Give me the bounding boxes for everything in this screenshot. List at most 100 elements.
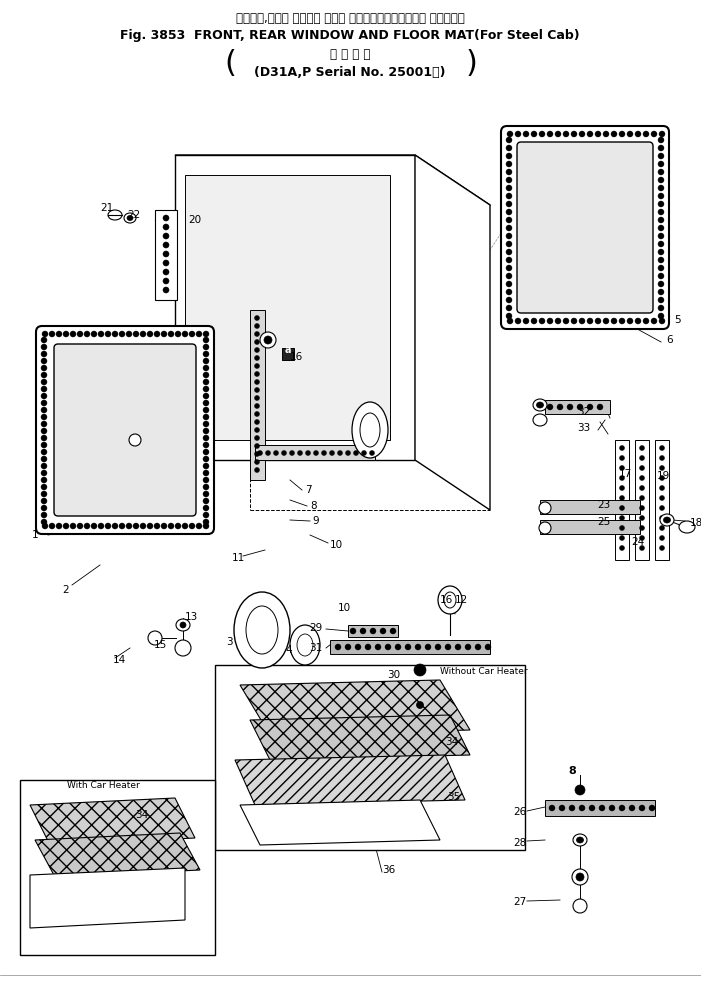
Ellipse shape bbox=[651, 318, 657, 324]
Ellipse shape bbox=[254, 396, 259, 400]
Polygon shape bbox=[415, 155, 490, 510]
Ellipse shape bbox=[635, 318, 641, 324]
Text: 7: 7 bbox=[305, 485, 312, 495]
Bar bbox=[20, 780, 215, 955]
Ellipse shape bbox=[180, 622, 186, 628]
Text: Without Car Heater: Without Car Heater bbox=[440, 667, 528, 677]
Text: (D31A,P Serial No. 25001～): (D31A,P Serial No. 25001～) bbox=[254, 66, 446, 79]
Ellipse shape bbox=[523, 131, 529, 137]
Ellipse shape bbox=[506, 153, 512, 159]
Polygon shape bbox=[30, 868, 185, 928]
Polygon shape bbox=[30, 798, 195, 845]
Ellipse shape bbox=[572, 869, 588, 885]
Ellipse shape bbox=[649, 805, 655, 811]
Ellipse shape bbox=[163, 260, 169, 266]
Bar bbox=[635, 440, 649, 560]
Ellipse shape bbox=[658, 153, 664, 159]
Ellipse shape bbox=[660, 525, 665, 530]
Ellipse shape bbox=[254, 411, 259, 416]
Ellipse shape bbox=[126, 331, 132, 337]
Ellipse shape bbox=[571, 131, 577, 137]
Ellipse shape bbox=[506, 265, 512, 271]
Ellipse shape bbox=[506, 185, 512, 191]
Ellipse shape bbox=[254, 427, 259, 433]
Ellipse shape bbox=[70, 523, 76, 529]
Text: (: ( bbox=[224, 48, 236, 78]
Ellipse shape bbox=[567, 404, 573, 410]
Ellipse shape bbox=[353, 451, 358, 456]
Ellipse shape bbox=[352, 402, 388, 458]
Ellipse shape bbox=[254, 388, 259, 393]
Ellipse shape bbox=[234, 592, 290, 668]
Ellipse shape bbox=[465, 644, 471, 650]
Ellipse shape bbox=[203, 491, 209, 497]
Ellipse shape bbox=[579, 131, 585, 137]
Ellipse shape bbox=[203, 470, 209, 476]
Ellipse shape bbox=[370, 628, 376, 634]
Text: 33: 33 bbox=[577, 423, 590, 433]
Ellipse shape bbox=[140, 523, 146, 529]
Ellipse shape bbox=[203, 372, 209, 378]
Ellipse shape bbox=[506, 161, 512, 167]
Ellipse shape bbox=[84, 331, 90, 337]
Text: 16: 16 bbox=[290, 352, 304, 362]
Ellipse shape bbox=[163, 287, 169, 293]
Ellipse shape bbox=[119, 523, 125, 529]
Text: 27: 27 bbox=[514, 897, 527, 907]
Ellipse shape bbox=[335, 644, 341, 650]
Ellipse shape bbox=[579, 318, 585, 324]
Ellipse shape bbox=[290, 625, 320, 665]
Ellipse shape bbox=[369, 451, 374, 456]
Ellipse shape bbox=[254, 436, 259, 441]
Ellipse shape bbox=[603, 131, 609, 137]
Ellipse shape bbox=[660, 496, 665, 501]
Ellipse shape bbox=[475, 644, 481, 650]
Ellipse shape bbox=[41, 477, 47, 483]
Ellipse shape bbox=[98, 331, 104, 337]
Polygon shape bbox=[235, 755, 465, 805]
Ellipse shape bbox=[154, 523, 160, 529]
Ellipse shape bbox=[41, 386, 47, 392]
Ellipse shape bbox=[660, 514, 674, 526]
Ellipse shape bbox=[599, 805, 605, 811]
Ellipse shape bbox=[658, 305, 664, 311]
Ellipse shape bbox=[506, 193, 512, 199]
Ellipse shape bbox=[203, 365, 209, 371]
Bar bbox=[250, 310, 265, 480]
Ellipse shape bbox=[627, 318, 633, 324]
Ellipse shape bbox=[539, 502, 551, 514]
Ellipse shape bbox=[587, 318, 593, 324]
Ellipse shape bbox=[91, 331, 97, 337]
Ellipse shape bbox=[127, 215, 133, 220]
Ellipse shape bbox=[506, 145, 512, 151]
Ellipse shape bbox=[203, 523, 209, 529]
Ellipse shape bbox=[515, 318, 521, 324]
Ellipse shape bbox=[254, 372, 259, 377]
Ellipse shape bbox=[41, 358, 47, 364]
Ellipse shape bbox=[395, 644, 401, 650]
Ellipse shape bbox=[445, 644, 451, 650]
Ellipse shape bbox=[41, 351, 47, 357]
Ellipse shape bbox=[375, 644, 381, 650]
Ellipse shape bbox=[203, 421, 209, 427]
Ellipse shape bbox=[254, 419, 259, 424]
Ellipse shape bbox=[658, 313, 664, 319]
Ellipse shape bbox=[639, 506, 644, 511]
Ellipse shape bbox=[416, 702, 423, 708]
Ellipse shape bbox=[611, 318, 617, 324]
Text: 26: 26 bbox=[514, 807, 527, 817]
Ellipse shape bbox=[660, 465, 665, 470]
Text: 1: 1 bbox=[32, 530, 39, 540]
Text: フロント,リヤー ウインド および フロアマット（スチール キャブ用）: フロント,リヤー ウインド および フロアマット（スチール キャブ用） bbox=[236, 12, 464, 25]
Text: 16: 16 bbox=[440, 595, 454, 605]
Ellipse shape bbox=[507, 318, 513, 324]
Ellipse shape bbox=[559, 805, 565, 811]
Ellipse shape bbox=[660, 516, 665, 521]
Ellipse shape bbox=[133, 523, 139, 529]
Ellipse shape bbox=[506, 201, 512, 207]
Ellipse shape bbox=[595, 318, 601, 324]
Text: 10: 10 bbox=[338, 603, 351, 613]
Text: 31: 31 bbox=[308, 643, 322, 653]
Ellipse shape bbox=[203, 407, 209, 413]
Ellipse shape bbox=[658, 161, 664, 167]
